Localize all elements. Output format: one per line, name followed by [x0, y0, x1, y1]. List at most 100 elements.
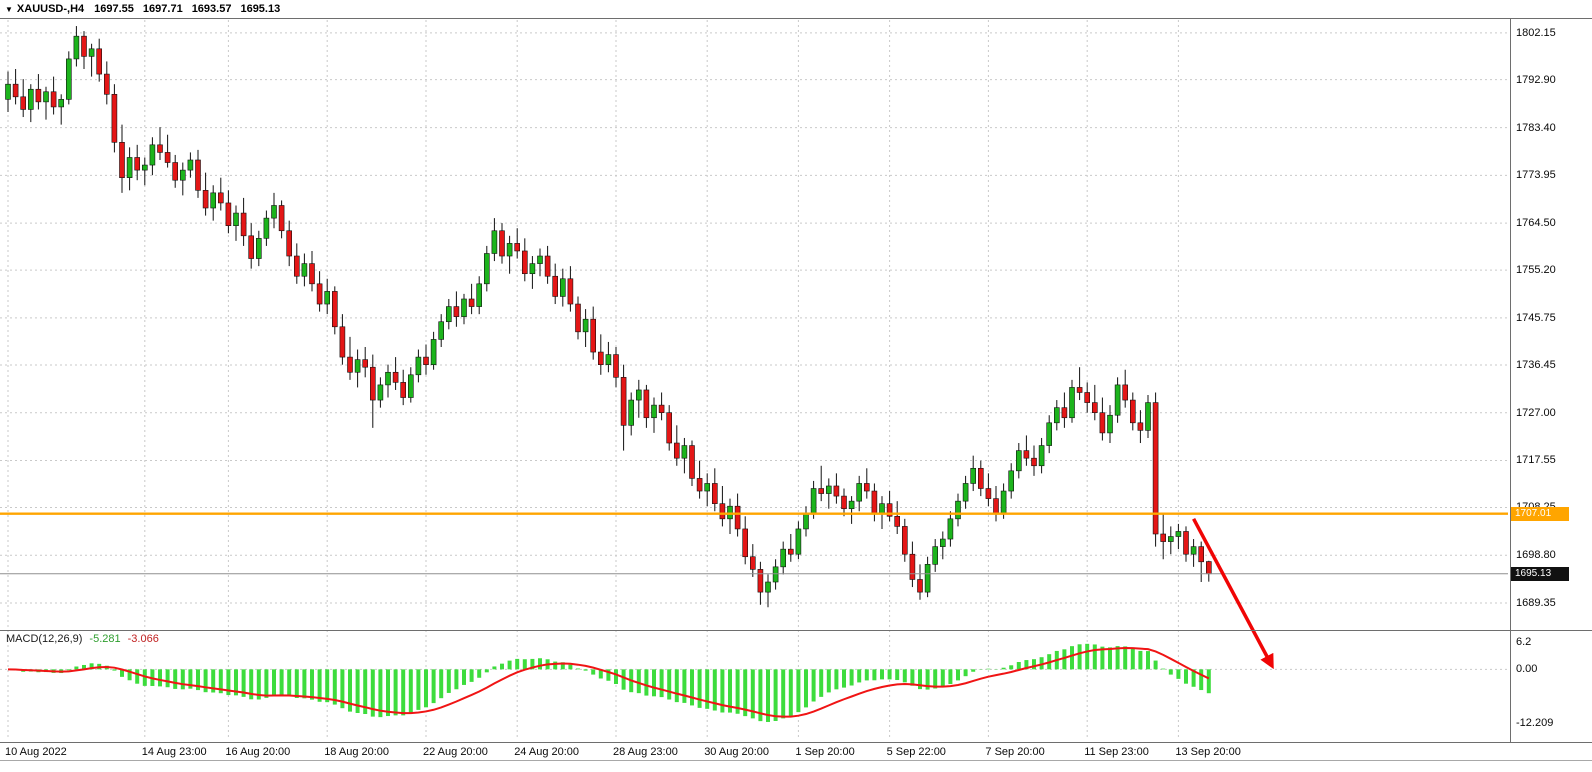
- candle-body: [635, 389, 642, 401]
- candle-body: [172, 162, 178, 181]
- candle-body: [27, 88, 34, 110]
- candle-body: [909, 553, 916, 580]
- candle-body: [164, 152, 171, 163]
- candle-body: [104, 73, 110, 95]
- candle-body: [119, 142, 125, 178]
- candle-body: [886, 503, 893, 517]
- candle-body: [111, 93, 118, 143]
- indicator-label: MACD(12,26,9) -5.281 -3.066: [6, 633, 159, 645]
- candle-body: [271, 205, 277, 219]
- price-axis[interactable]: [1511, 18, 1592, 742]
- candle-body: [96, 48, 102, 75]
- candle-body: [772, 566, 779, 583]
- candle-body: [620, 377, 627, 426]
- candle-body: [1015, 450, 1022, 472]
- candle-body: [575, 303, 581, 333]
- indicator-signal-value: -3.066: [127, 633, 159, 645]
- candle-body: [483, 253, 490, 285]
- chart-header: ▼ XAUUSD-,H4 1697.55 1697.71 1693.57 169…: [0, 0, 1592, 19]
- candle-body: [453, 306, 460, 317]
- candle-body: [1198, 546, 1204, 563]
- candle-body: [567, 278, 574, 305]
- time-axis[interactable]: [0, 743, 1510, 760]
- candle-body: [658, 404, 665, 413]
- candle-body: [263, 217, 270, 239]
- candle-body: [1031, 457, 1037, 467]
- current-price-tag-text: 1695.13: [1515, 567, 1552, 579]
- candle-body: [293, 255, 300, 277]
- candle-body: [126, 157, 133, 178]
- candle-body: [856, 483, 863, 502]
- indicator-macd-value: -5.281: [89, 633, 121, 645]
- candle-body: [35, 88, 42, 103]
- candle-body: [841, 495, 847, 510]
- symbol-dropdown-icon[interactable]: ▼: [5, 4, 13, 14]
- candle-body: [863, 483, 870, 492]
- candle-body: [430, 339, 437, 365]
- candle-body: [985, 488, 992, 499]
- candle-body: [749, 556, 756, 570]
- price-axis-separator: [1510, 18, 1511, 742]
- candle-body: [195, 159, 201, 191]
- candle-body: [58, 99, 65, 108]
- candle-body: [134, 157, 140, 171]
- candle-body: [1122, 384, 1128, 401]
- candle-body: [932, 546, 939, 565]
- candle-body: [309, 263, 315, 285]
- candle-body: [499, 230, 505, 257]
- candle-body: [704, 483, 711, 492]
- window-bottom-border: [0, 760, 1592, 761]
- candle-body: [924, 564, 931, 593]
- candle-body: [1023, 450, 1030, 459]
- candle-body: [369, 366, 376, 401]
- candle-body: [240, 212, 247, 237]
- macd-pane-separator[interactable]: [0, 630, 1592, 631]
- candle-body: [1099, 412, 1106, 434]
- ohlc-high-value: 1697.71: [142, 3, 183, 15]
- candle-body: [407, 374, 414, 398]
- candle-body: [673, 442, 680, 459]
- candle-body: [901, 526, 908, 555]
- candle-body: [947, 518, 954, 540]
- candle-body: [377, 384, 384, 401]
- candle-body: [742, 528, 749, 558]
- candle-body: [559, 278, 566, 297]
- candle-body: [597, 351, 604, 365]
- candle-body: [461, 298, 467, 317]
- candle-body: [255, 238, 262, 259]
- candle-body: [1000, 490, 1007, 515]
- candle-body: [1145, 402, 1151, 431]
- candle-body: [727, 505, 733, 520]
- candle-body: [1130, 399, 1136, 424]
- macd-signal-line: [7, 646, 1210, 718]
- candle-body: [977, 467, 984, 489]
- candle-body: [66, 58, 72, 100]
- candle-body: [491, 230, 498, 254]
- candle-body: [970, 467, 977, 484]
- candle-body: [445, 306, 452, 323]
- candle-body: [993, 498, 999, 515]
- candle-body: [1137, 422, 1144, 431]
- candle-body: [689, 445, 695, 479]
- symbol-timeframe-label: XAUUSD-,H4: [16, 3, 85, 15]
- candle-body: [795, 528, 802, 555]
- candle-body: [1160, 533, 1166, 542]
- candle-body: [544, 255, 551, 277]
- candle-body: [917, 579, 923, 593]
- candle-body: [666, 412, 673, 444]
- candle-body: [1190, 546, 1197, 555]
- candle-body: [1038, 445, 1045, 467]
- candle-body: [734, 505, 741, 530]
- candle-body: [347, 356, 353, 373]
- candle-body: [50, 91, 57, 108]
- candle-body: [1061, 407, 1068, 419]
- trend-arrow[interactable]: [1192, 518, 1274, 670]
- candle-body: [5, 83, 11, 100]
- candle-body: [210, 192, 216, 209]
- candle-body: [848, 500, 855, 510]
- ohlc-open-value: 1697.55: [94, 3, 134, 15]
- candle-body: [354, 359, 361, 373]
- candle-body: [582, 318, 589, 333]
